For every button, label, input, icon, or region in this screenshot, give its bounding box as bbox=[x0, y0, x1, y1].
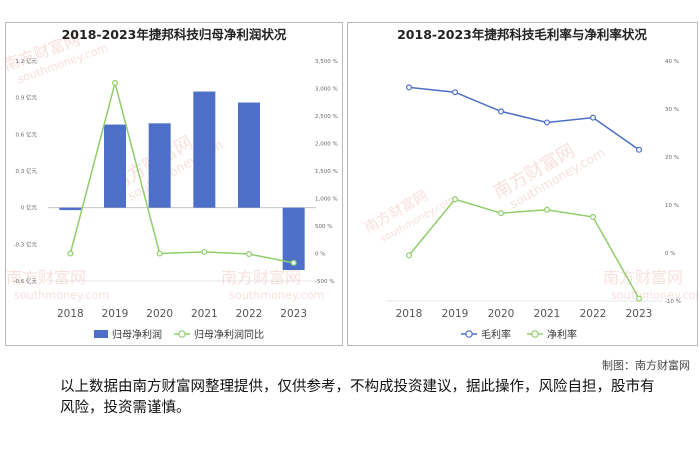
gross-margin-line bbox=[408, 86, 640, 151]
right-axis-tick: 1,500 % bbox=[315, 169, 338, 175]
left-axis-tick: 1.2 亿元 bbox=[16, 57, 38, 65]
source-credit: 制图：南方财富网 bbox=[602, 359, 690, 372]
net-profit-bar bbox=[104, 124, 126, 208]
net-profit-bar bbox=[148, 123, 171, 208]
net-margin-line bbox=[408, 198, 640, 299]
net-profit-yoy-point bbox=[111, 79, 118, 86]
x-axis-tick: 2020 bbox=[488, 308, 515, 320]
gross-margin-point bbox=[636, 146, 643, 153]
right-axis-tick: 2,500 % bbox=[315, 114, 338, 120]
left-axis-tick: 0.9 亿元 bbox=[16, 94, 38, 102]
gross-margin-point bbox=[590, 114, 597, 121]
right-axis-tick: -500 % bbox=[315, 279, 334, 285]
left-axis-tick: 0.3 亿元 bbox=[16, 167, 38, 175]
margin-chart-panel: 南方财富网 southmoney.com 南方财富网 southmoney.com 南方… bbox=[347, 22, 698, 346]
right-axis-tick: 500 % bbox=[315, 224, 332, 230]
x-axis-tick: 2022 bbox=[580, 308, 607, 320]
watermark-en: southmoney.com bbox=[229, 289, 324, 302]
legend-bar-swatch bbox=[94, 330, 108, 338]
x-axis-tick: 2021 bbox=[191, 308, 218, 320]
legend-net-profit-yoy-label: 归母净利润同比 bbox=[194, 328, 264, 341]
y-axis-tick: -10 % bbox=[665, 299, 681, 305]
gross-margin-point bbox=[451, 89, 458, 96]
legend-net-profit-label: 归母净利润 bbox=[112, 328, 162, 341]
net-profit-yoy-line bbox=[69, 80, 294, 264]
x-axis-tick: 2021 bbox=[534, 308, 561, 320]
margin-chart-title: 2018-2023年捷邦科技毛利率与净利率状况 bbox=[397, 27, 647, 42]
gross-margin-point bbox=[405, 84, 412, 91]
legend-gross-margin-label: 毛利率 bbox=[481, 328, 511, 341]
net-profit-bar bbox=[193, 91, 216, 208]
legend-gross-swatch-marker bbox=[465, 330, 473, 338]
x-axis-tick: 2023 bbox=[280, 308, 307, 320]
net-profit-bar bbox=[238, 102, 260, 208]
net-profit-bar bbox=[282, 207, 305, 270]
y-axis-tick: 10 % bbox=[665, 203, 679, 209]
y-axis-tick: 40 % bbox=[665, 59, 679, 65]
x-axis-tick: 2023 bbox=[626, 308, 653, 320]
net-margin-point bbox=[498, 210, 505, 217]
x-axis-tick: 2020 bbox=[146, 308, 173, 320]
y-axis-tick: 0 % bbox=[665, 251, 675, 257]
left-axis-tick: 0.6 亿元 bbox=[16, 130, 38, 138]
x-axis-tick: 2019 bbox=[442, 308, 469, 320]
gross-margin-point bbox=[498, 108, 505, 115]
net-profit-yoy-point bbox=[290, 259, 297, 266]
net-profit-yoy-point bbox=[201, 248, 208, 255]
left-axis-tick: -0.3 亿元 bbox=[14, 240, 38, 248]
watermark-en: southmoney.com bbox=[611, 289, 697, 302]
y-axis-tick: 30 % bbox=[665, 107, 679, 113]
right-axis-tick: 1,000 % bbox=[315, 197, 338, 203]
x-axis-tick: 2019 bbox=[102, 308, 129, 320]
right-axis-tick: 3,000 % bbox=[315, 87, 338, 93]
left-axis-tick: -0.6 亿元 bbox=[14, 277, 38, 285]
x-axis-tick: 2022 bbox=[236, 308, 263, 320]
net-profit-yoy-point bbox=[67, 250, 74, 257]
y-axis-tick: 20 % bbox=[665, 155, 679, 161]
net-profit-chart-panel: 南方财富网southmoney.com南方财富网southmoney.com南方… bbox=[5, 22, 343, 346]
watermark-cn: 南方财富网 bbox=[221, 268, 301, 287]
left-axis-tick: 0 亿元 bbox=[21, 204, 38, 212]
right-axis-tick: 0 % bbox=[315, 252, 325, 258]
x-axis-tick: 2018 bbox=[396, 308, 423, 320]
watermark-en: southmoney.com bbox=[14, 289, 109, 302]
right-axis-tick: 3,500 % bbox=[315, 59, 338, 65]
net-margin-point bbox=[636, 295, 643, 302]
x-axis-tick: 2018 bbox=[57, 308, 84, 320]
disclaimer-text: 以上数据由南方财富网整理提供，仅供参考，不构成投资建议，据此操作，风险自担，股市… bbox=[60, 379, 655, 416]
margin-chart: 南方财富网southmoney.com南方财富网southmoney.com南方… bbox=[362, 27, 698, 341]
legend-net-swatch-marker bbox=[531, 330, 539, 338]
legend-net-margin-label: 净利率 bbox=[547, 328, 577, 341]
net-profit-chart: 南方财富网southmoney.com南方财富网southmoney.com南方… bbox=[6, 27, 338, 341]
gross-margin-point bbox=[544, 119, 551, 126]
net-profit-yoy-point bbox=[156, 250, 163, 257]
net-profit-bar bbox=[59, 207, 82, 211]
watermark-cn: 南方财富网 bbox=[6, 268, 86, 287]
net-margin-point bbox=[590, 214, 597, 221]
net-profit-chart-title: 2018-2023年捷邦科技归母净利润状况 bbox=[62, 27, 287, 42]
right-axis-tick: 2,000 % bbox=[315, 142, 338, 148]
legend-yoy-swatch-marker bbox=[178, 330, 186, 338]
net-margin-point bbox=[405, 252, 412, 259]
net-margin-point bbox=[451, 196, 458, 203]
watermark-cn: 南方财富网 bbox=[603, 268, 683, 287]
net-margin-point bbox=[544, 206, 551, 213]
net-profit-yoy-point bbox=[246, 251, 253, 258]
